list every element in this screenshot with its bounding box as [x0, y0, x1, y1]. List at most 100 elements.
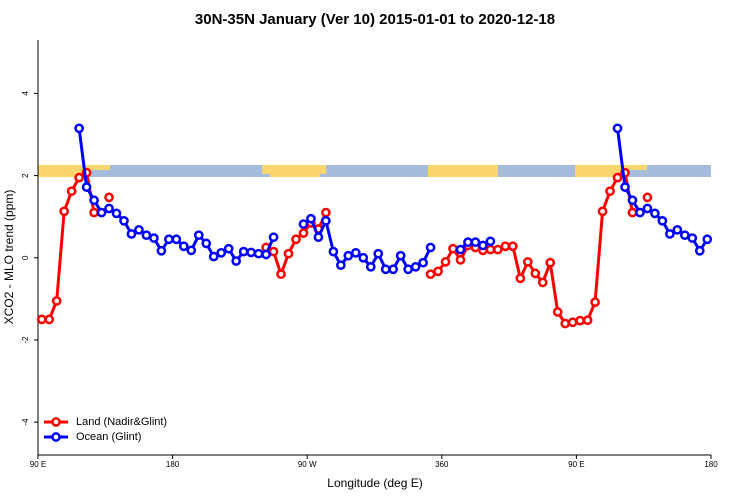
data-point — [560, 318, 571, 329]
data-point — [530, 268, 541, 279]
data-point — [679, 230, 690, 241]
y-tick-label: 4 — [21, 91, 30, 96]
data-point — [119, 215, 129, 226]
data-point — [231, 256, 242, 266]
data-point — [635, 207, 645, 218]
data-point — [642, 203, 653, 214]
data-point — [134, 224, 144, 235]
data-point — [306, 213, 316, 224]
x-axis-label: Longitude (deg E) — [327, 476, 422, 490]
data-point — [485, 244, 496, 255]
x-tick-label: 180 — [704, 460, 718, 469]
data-point — [66, 186, 77, 197]
legend-label: Ocean (Glint) — [76, 431, 141, 443]
data-point — [104, 192, 114, 203]
data-point — [268, 232, 279, 243]
data-point — [246, 247, 256, 258]
data-point — [425, 242, 436, 253]
data-point — [672, 224, 683, 235]
y-axis-label: XCO2 - MLO trend (ppm) — [2, 190, 16, 325]
data-point — [380, 264, 391, 275]
x-tick-label: 180 — [166, 460, 180, 469]
data-point — [410, 261, 421, 272]
data-point — [665, 229, 675, 239]
y-tick-label: -2 — [21, 336, 30, 344]
chart-title: 30N-35N January (Ver 10) 2015-01-01 to 2… — [195, 11, 555, 28]
x-tick-label: 360 — [435, 460, 449, 469]
data-point — [493, 244, 503, 255]
data-point — [470, 237, 481, 248]
data-point — [81, 182, 92, 192]
data-point — [96, 207, 107, 218]
data-point — [74, 172, 84, 183]
data-point — [216, 247, 227, 258]
data-point — [650, 208, 660, 219]
data-point — [321, 215, 331, 226]
data-point — [164, 234, 174, 245]
data-point — [627, 207, 638, 218]
data-point — [111, 208, 122, 219]
data-point — [276, 269, 286, 280]
data-point — [350, 247, 361, 258]
data-point — [193, 230, 204, 241]
data-point — [298, 219, 309, 229]
data-point — [425, 269, 436, 280]
data-point — [253, 248, 264, 259]
data-point — [590, 297, 600, 307]
data-point — [336, 260, 346, 271]
data-point — [358, 252, 369, 263]
x-tick-label: 90 W — [298, 460, 317, 469]
data-point — [702, 234, 713, 245]
legend-marker — [51, 417, 61, 427]
data-point — [223, 243, 234, 254]
data-point — [74, 123, 84, 134]
data-point — [545, 257, 556, 268]
data-point — [522, 257, 533, 267]
data-point — [89, 195, 99, 206]
data-point — [433, 266, 443, 277]
y-tick-label: 2 — [21, 173, 30, 178]
data-point — [141, 230, 152, 241]
data-point — [418, 257, 428, 268]
data-point — [298, 228, 309, 238]
data-point — [627, 195, 638, 206]
y-tick-label: 0 — [21, 255, 30, 260]
data-point — [89, 207, 99, 218]
data-point — [687, 233, 698, 243]
data-point — [515, 273, 526, 284]
data-point — [582, 315, 593, 326]
data-point — [694, 245, 705, 256]
data-point — [156, 245, 167, 256]
legend-marker — [51, 432, 61, 442]
data-point — [343, 250, 354, 261]
data-point — [485, 236, 496, 247]
data-point — [373, 248, 384, 259]
data-point — [208, 251, 219, 262]
data-point — [291, 234, 301, 245]
data-point — [328, 246, 339, 257]
data-point — [238, 246, 249, 257]
legend-label: Land (Nadir&Glint) — [76, 416, 167, 428]
data-point — [463, 237, 473, 248]
data-point — [51, 296, 62, 306]
data-point — [44, 314, 55, 325]
data-point — [171, 234, 182, 245]
data-point — [36, 314, 47, 325]
data-point — [261, 249, 271, 260]
data-point — [455, 254, 466, 265]
data-point — [620, 182, 630, 192]
data-point — [612, 123, 623, 134]
data-point — [642, 192, 653, 203]
data-point — [455, 244, 466, 255]
data-point — [365, 261, 376, 272]
series-line — [42, 173, 648, 324]
data-point — [126, 229, 137, 239]
data-point — [478, 240, 488, 251]
data-point — [575, 315, 585, 326]
data-point — [388, 264, 399, 275]
data-point — [149, 233, 159, 243]
data-point — [395, 250, 406, 261]
data-point — [283, 248, 294, 259]
land-mask-strip — [38, 165, 711, 177]
